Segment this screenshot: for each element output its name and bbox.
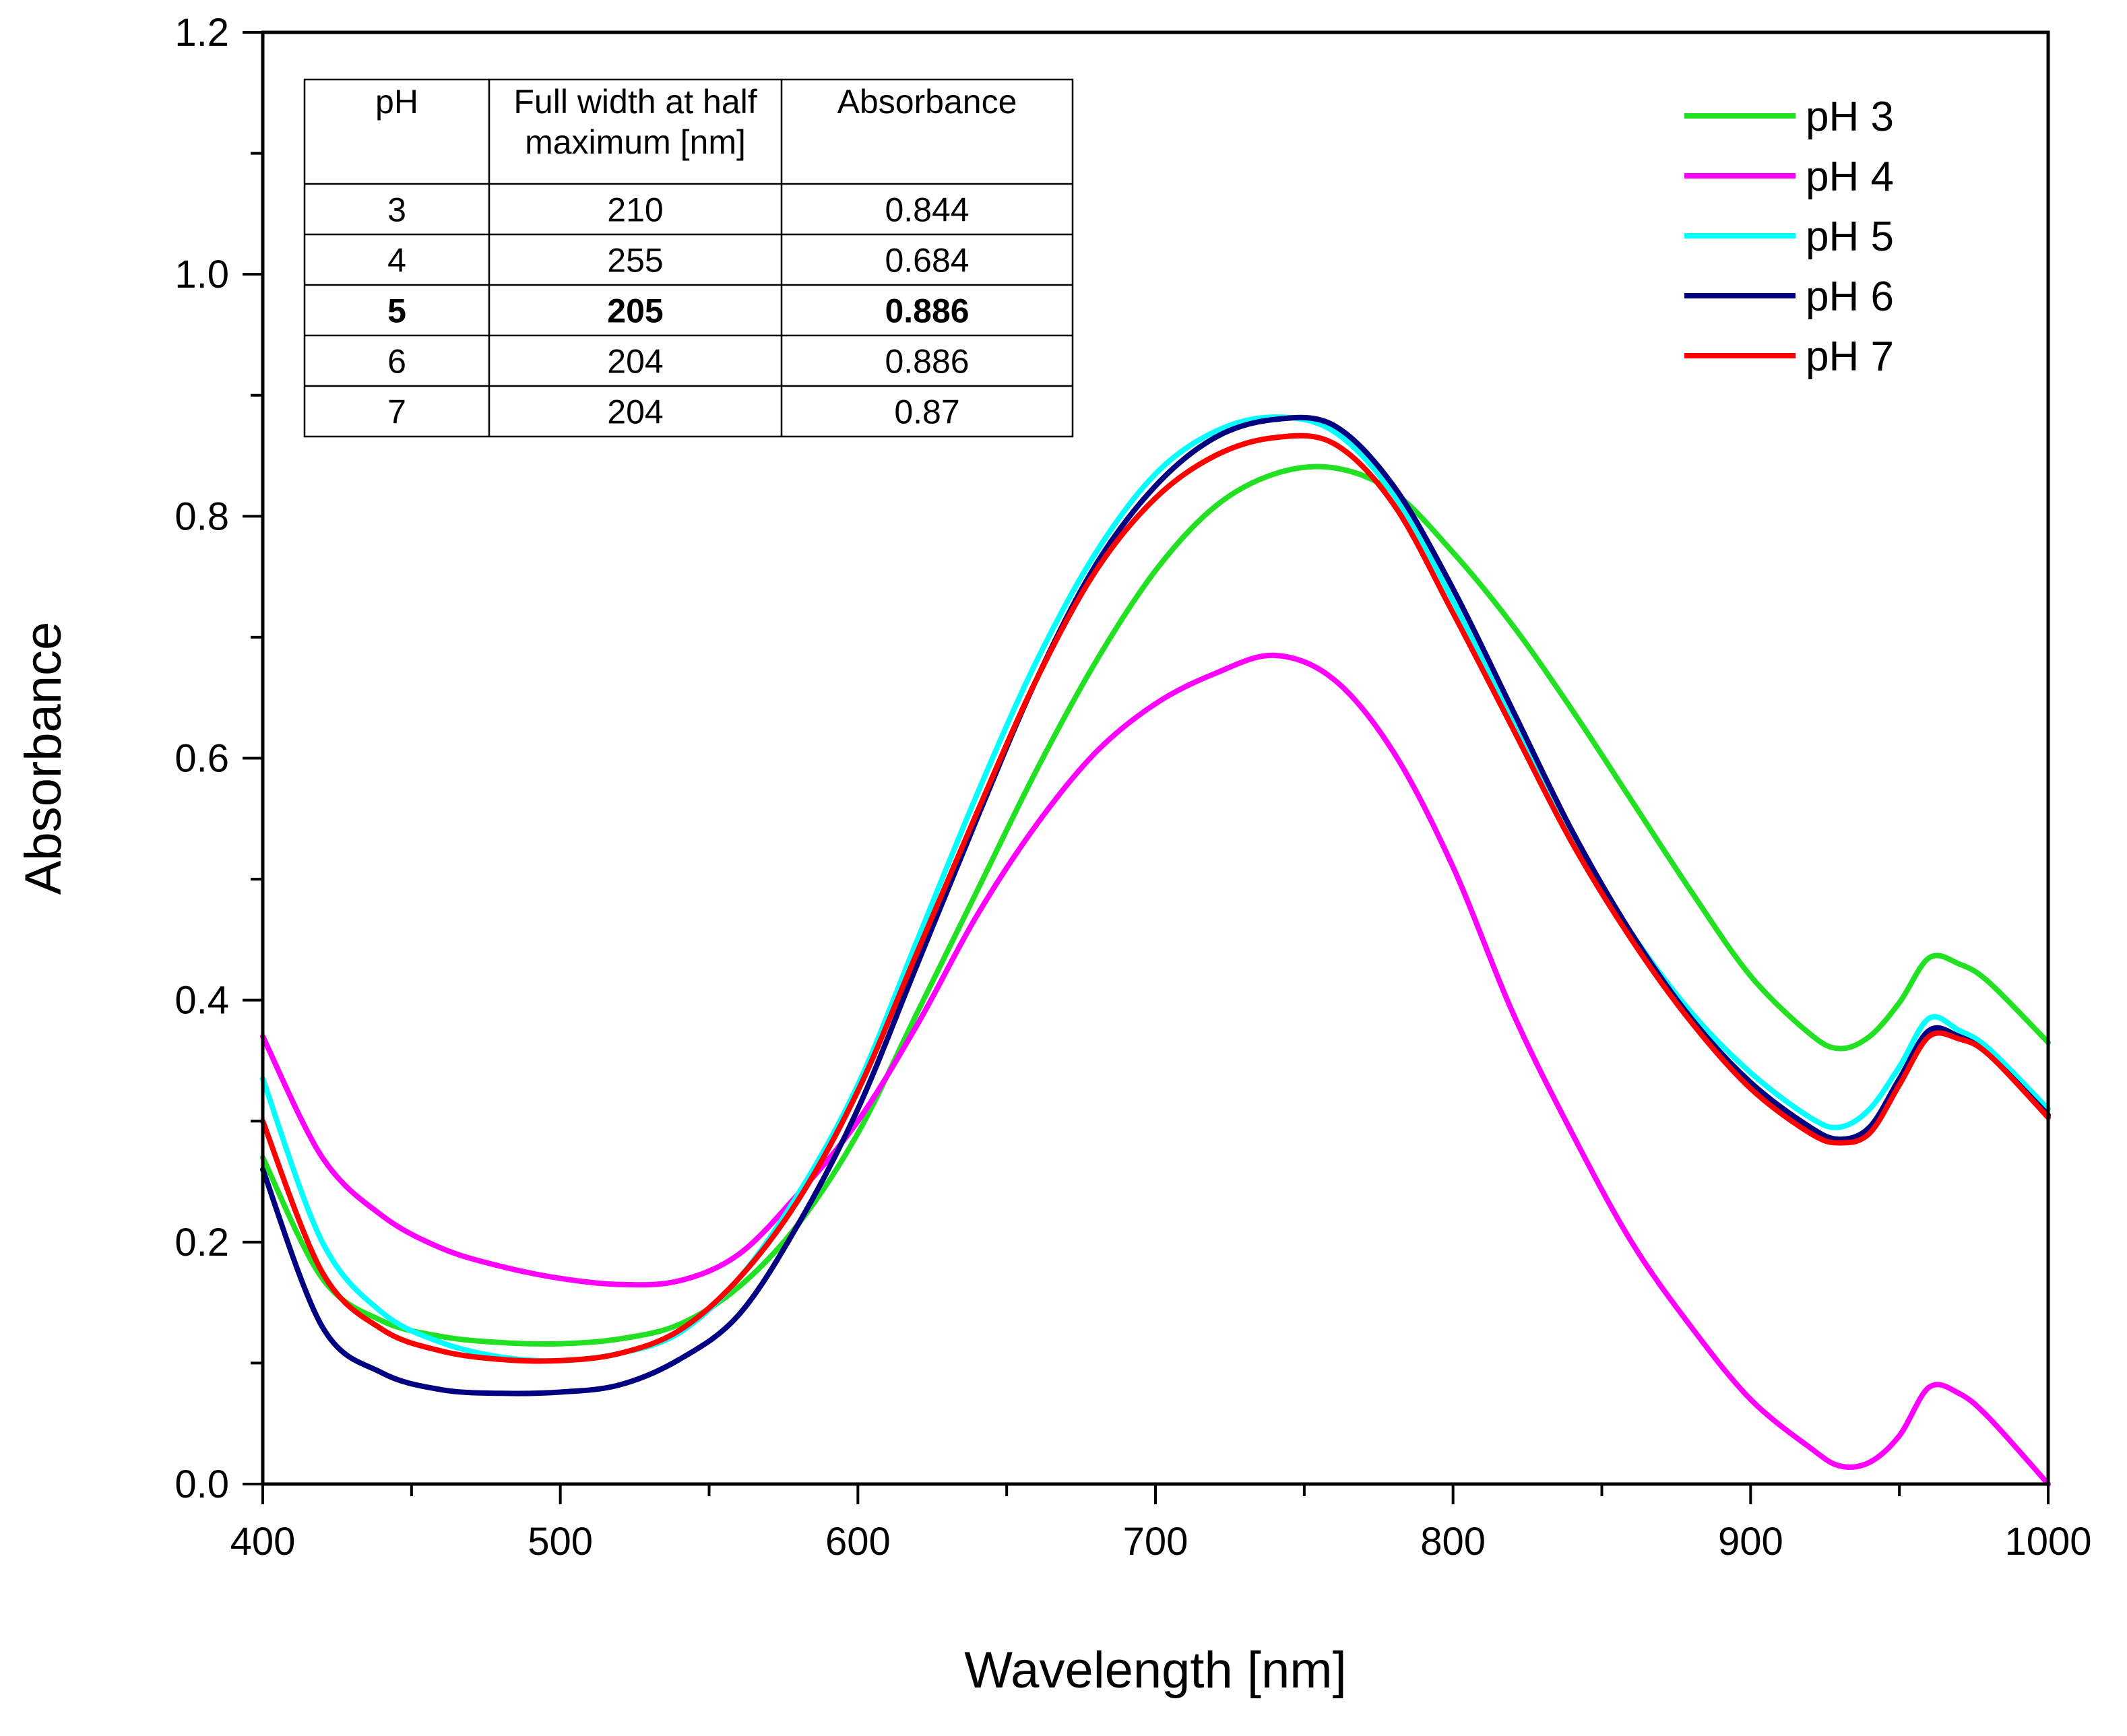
x-tick-label: 400 [230,1520,296,1564]
x-tick-label: 500 [528,1520,593,1564]
table-header-absorbance: Absorbance [837,83,1017,121]
x-tick-label: 600 [825,1520,891,1564]
table-frame [303,78,1074,438]
series-line-ph-3 [260,463,2051,1347]
x-tick-label: 800 [1420,1520,1486,1564]
table-cell-absorbance: 0.886 [885,292,969,330]
series-line-ph-5 [260,414,2051,1364]
table-cell-absorbance: 0.844 [885,191,969,229]
inset-table: pH Full width at half maximum [nm] Absor… [303,78,1074,438]
curves-layer [260,414,2051,1487]
table-cell-absorbance: 0.684 [885,242,969,280]
table-cell-fwhm: 210 [607,191,663,229]
table-cell-fwhm: 255 [607,242,663,280]
table-cell-ph: 3 [387,191,406,229]
x-tick-label: 900 [1718,1520,1783,1564]
table-header-fwhm-line2: maximum [nm] [525,123,746,161]
legend-label: pH 6 [1806,274,1894,320]
table-cell-ph: 7 [387,393,406,431]
legend-label: pH 5 [1806,214,1894,260]
table-cell-fwhm: 205 [607,292,663,330]
table-cell-absorbance: 0.87 [894,393,959,431]
table-cell-absorbance: 0.886 [885,343,969,381]
x-axis-title: Wavelength [nm] [964,1642,1346,1699]
legend-label: pH 7 [1806,333,1894,380]
table-cell-fwhm: 204 [607,393,663,431]
table-cell-ph: 5 [387,292,406,330]
table-header-ph: pH [375,83,418,121]
table-header-fwhm-line1: Full width at half [513,83,757,121]
y-tick-label: 1.0 [174,253,229,296]
table-cell-ph: 4 [387,242,406,280]
y-tick-label: 0.2 [174,1221,229,1264]
series-line-ph-6 [260,414,2051,1396]
y-axis-title: Absorbance [15,622,72,895]
y-tick-label: 0.6 [174,737,229,781]
series-line-ph-4 [260,652,2051,1487]
x-tick-label: 1000 [2004,1520,2091,1564]
series-line-ph-7 [260,432,2051,1364]
legend: pH 3 pH 4 pH 5 pH 6 pH 7 [1684,94,1894,380]
legend-label: pH 3 [1806,94,1894,140]
legend-label: pH 4 [1806,154,1894,200]
table-gridlines [305,79,1073,437]
x-tick-label: 700 [1123,1520,1188,1564]
y-tick-label: 0.8 [174,494,229,538]
table-rows: 3 210 0.844 4 255 0.684 5 205 0.886 6 204 0.886 7 204… [387,191,969,431]
y-tick-label: 1.2 [174,11,229,55]
y-tick-label: 0.0 [174,1462,229,1506]
table-cell-fwhm: 204 [607,343,663,381]
axes-layer: 400 500 600 700 800 900 1000 0.0 0.2 0.4 0.6 0.8 1.0… [174,11,2091,1564]
y-tick-label: 0.4 [174,979,229,1023]
table-cell-ph: 6 [387,343,406,381]
